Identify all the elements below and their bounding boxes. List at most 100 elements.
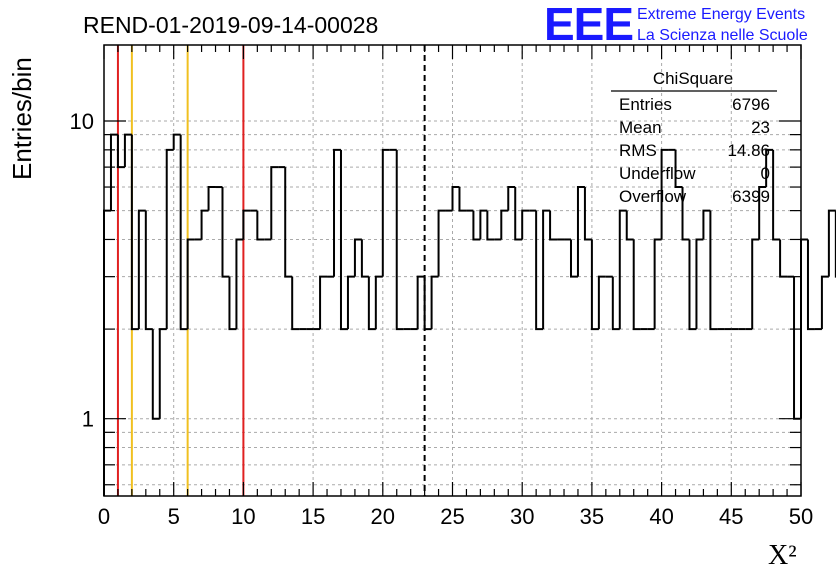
x-tick-label: 20 bbox=[371, 504, 395, 529]
x-tick-label: 0 bbox=[98, 504, 110, 529]
x-tick-label: 5 bbox=[168, 504, 180, 529]
histogram-bin bbox=[235, 238, 244, 330]
histogram-bin bbox=[221, 187, 230, 278]
stats-row-value: 23 bbox=[751, 118, 770, 137]
x-tick-label: 50 bbox=[789, 504, 813, 529]
stats-row-value: 6399 bbox=[732, 187, 770, 206]
histogram-bin bbox=[702, 209, 711, 240]
histogram-bin bbox=[367, 276, 376, 331]
histogram-bin bbox=[590, 239, 599, 331]
histogram-bin bbox=[576, 186, 585, 277]
histogram-bin bbox=[339, 149, 348, 331]
histogram-bin bbox=[423, 276, 432, 331]
x-tick-label: 45 bbox=[719, 504, 743, 529]
histogram-bin bbox=[793, 276, 801, 420]
histogram-bin bbox=[151, 329, 160, 420]
eee-logo-mark: EEE bbox=[544, 0, 633, 50]
histogram-bin bbox=[611, 276, 620, 331]
histogram-bin bbox=[179, 134, 188, 331]
histogram-bin bbox=[109, 133, 118, 211]
histogram-bin bbox=[695, 238, 704, 330]
histogram-bin bbox=[116, 134, 125, 169]
histogram-bin bbox=[583, 187, 592, 241]
histogram-bin bbox=[681, 187, 690, 241]
histogram-bin bbox=[242, 209, 251, 240]
histogram-bin bbox=[820, 275, 829, 330]
histogram-bin bbox=[144, 210, 153, 331]
stats-row-label: RMS bbox=[619, 141, 657, 160]
histogram-bin bbox=[765, 148, 774, 188]
x-tick-label: 15 bbox=[301, 504, 325, 529]
histogram-bin bbox=[319, 275, 328, 330]
x-tick-label: 30 bbox=[510, 504, 534, 529]
histogram-bin bbox=[381, 148, 390, 277]
histogram-bin bbox=[514, 187, 523, 241]
y-axis-label: Entries/bin bbox=[7, 57, 37, 180]
histogram-bin bbox=[353, 238, 362, 277]
histogram-bin bbox=[779, 239, 788, 278]
histogram-bin bbox=[291, 276, 300, 331]
y-tick-label: 1 bbox=[82, 407, 94, 432]
histogram-series bbox=[103, 133, 836, 496]
histogram-bin bbox=[674, 149, 683, 189]
histogram-bin bbox=[660, 148, 669, 240]
y-tick-label: 10 bbox=[70, 109, 94, 134]
x-axis-label: X² bbox=[768, 540, 797, 571]
stats-row-label: Mean bbox=[619, 118, 662, 137]
histogram-bin bbox=[200, 209, 209, 240]
histogram-bin bbox=[632, 239, 641, 331]
histogram-bin bbox=[542, 209, 551, 330]
histogram-bin bbox=[458, 187, 467, 212]
histogram-bin bbox=[625, 210, 634, 241]
histogram-bin bbox=[549, 210, 558, 241]
histogram-bin bbox=[207, 186, 216, 211]
histogram-bin bbox=[430, 275, 439, 330]
histogram-bin bbox=[374, 275, 383, 330]
stats-row-label: Entries bbox=[619, 95, 672, 114]
histogram-bin bbox=[618, 209, 627, 330]
histogram-bin bbox=[806, 239, 815, 331]
histogram-bin bbox=[130, 134, 139, 331]
histogram-bin bbox=[535, 210, 544, 331]
histogram-bin bbox=[751, 238, 760, 330]
histogram-bin bbox=[256, 210, 265, 241]
histogram-bin bbox=[772, 149, 781, 241]
histogram-bin bbox=[228, 276, 237, 331]
histogram-bin bbox=[472, 210, 481, 241]
stats-row-label: Underflow bbox=[619, 164, 696, 183]
chart-title: REND-01-2019-09-14-00028 bbox=[83, 12, 378, 38]
histogram-bin bbox=[103, 209, 111, 496]
histogram-bin bbox=[597, 275, 606, 330]
histogram-bin bbox=[653, 238, 662, 330]
logo-line-2: La Scienza nelle Scuole bbox=[637, 27, 808, 44]
histogram-bin bbox=[395, 149, 404, 331]
reference-lines bbox=[116, 45, 426, 496]
histogram-bin bbox=[451, 186, 460, 211]
histogram-bin bbox=[165, 148, 174, 330]
histogram-bin bbox=[416, 275, 425, 330]
histogram-bin bbox=[500, 209, 509, 240]
histogram-bin bbox=[486, 210, 495, 241]
histogram-bin bbox=[284, 167, 293, 278]
histogram-bin bbox=[521, 209, 530, 240]
histogram-bin bbox=[827, 209, 836, 277]
histogram-bin bbox=[688, 239, 697, 331]
x-tick-label: 25 bbox=[440, 504, 464, 529]
stats-box: ChiSquare Entries 6796 Mean 23 RMS 14.86 Under… bbox=[611, 69, 777, 206]
histogram-bin bbox=[709, 210, 718, 331]
histogram-bin bbox=[137, 209, 146, 330]
histogram-bin bbox=[186, 238, 195, 330]
stats-rows: Entries 6796 Mean 23 RMS 14.86 Underflow 0 Overf… bbox=[619, 95, 770, 206]
x-tick-label: 35 bbox=[580, 504, 604, 529]
logo-line-1: Extreme Energy Events bbox=[637, 6, 805, 23]
histogram-bin bbox=[270, 166, 279, 240]
histogram-bin bbox=[172, 133, 181, 150]
histogram-bin bbox=[123, 133, 132, 168]
stats-row-value: 6796 bbox=[732, 95, 770, 114]
stats-row-value: 14.86 bbox=[727, 141, 770, 160]
stats-box-title: ChiSquare bbox=[653, 69, 733, 88]
histogram-bin bbox=[569, 239, 578, 278]
histogram-bin bbox=[758, 186, 767, 240]
